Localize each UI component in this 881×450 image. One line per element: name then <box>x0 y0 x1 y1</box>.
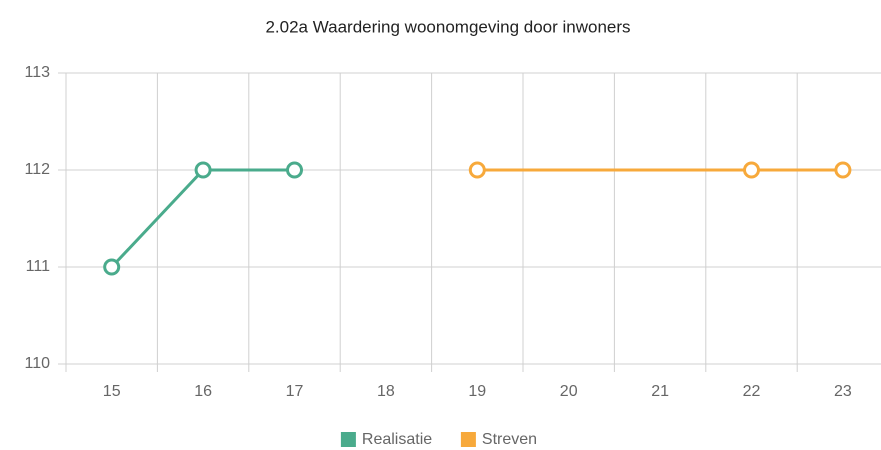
y-tick-label: 112 <box>24 161 50 178</box>
legend-label: Realisatie <box>362 431 432 448</box>
x-tick-label: 21 <box>651 383 669 400</box>
data-point <box>468 161 486 179</box>
data-point <box>743 161 760 179</box>
x-tick-label: 23 <box>834 383 852 400</box>
data-point <box>103 258 121 276</box>
legend-swatch <box>460 432 476 447</box>
chart-title: 2.02a Waardering woonomgeving door inwon… <box>265 17 630 36</box>
x-tick-label: 20 <box>560 383 578 400</box>
legend-label: Streven <box>482 431 537 448</box>
legend-swatch <box>340 432 356 447</box>
data-point <box>834 161 852 179</box>
x-tick-label: 17 <box>286 383 304 400</box>
x-tick-label: 15 <box>103 383 121 400</box>
y-tick-label: 110 <box>24 355 50 372</box>
data-point <box>286 161 303 179</box>
y-tick-label: 113 <box>24 64 50 81</box>
x-tick-label: 22 <box>743 383 761 400</box>
x-tick-label: 16 <box>194 383 212 400</box>
x-tick-label: 18 <box>377 383 395 400</box>
series-line <box>110 168 295 269</box>
x-tick-label: 19 <box>468 383 486 400</box>
data-point <box>194 161 212 179</box>
y-tick-label: 111 <box>26 258 50 275</box>
